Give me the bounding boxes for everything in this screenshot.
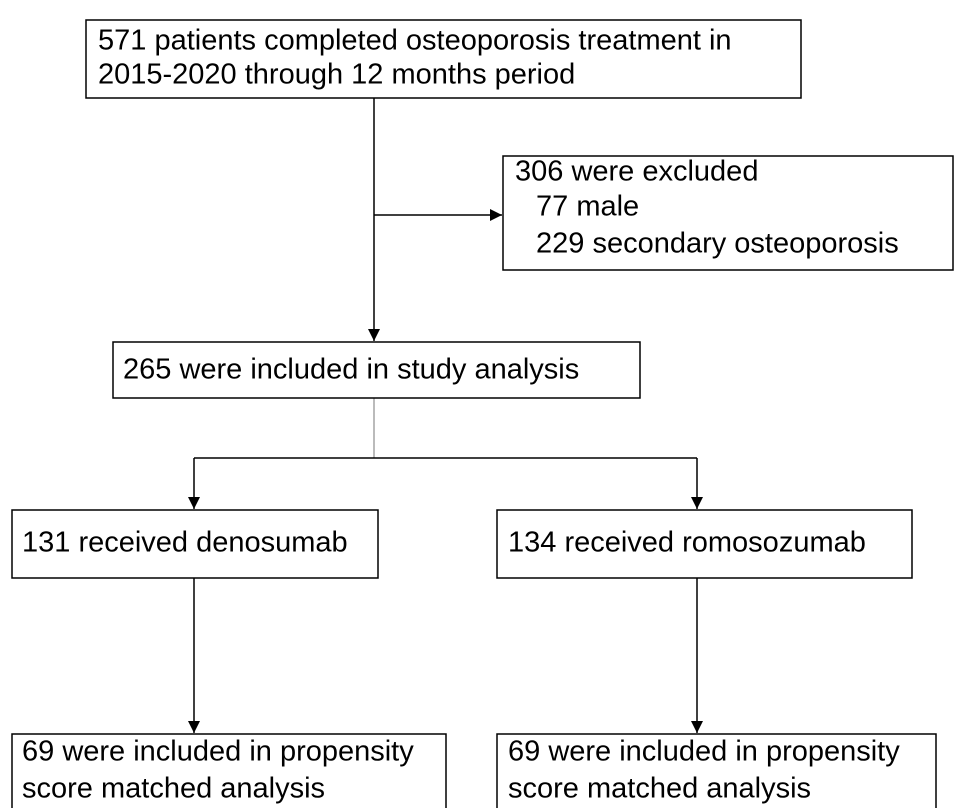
box <box>496 509 913 579</box>
box-text: 69 were included in propensity <box>22 736 414 768</box>
box-text: score matched analysis <box>508 773 811 805</box>
box <box>85 19 802 99</box>
box-text: 571 patients completed osteoporosis trea… <box>98 25 732 57</box>
box <box>11 733 447 808</box>
box-text: 69 were included in propensity <box>508 736 900 768</box>
box-text: 265 were included in study analysis <box>123 354 579 386</box>
box <box>11 509 379 579</box>
box-text: score matched analysis <box>22 773 325 805</box>
box-text: 229 secondary osteoporosis <box>536 228 899 260</box>
box-text: 134 received romosozumab <box>508 527 866 559</box>
box-text: 2015-2020 through 12 months period <box>98 59 575 91</box>
box <box>502 155 954 271</box>
box-text: 306 were excluded <box>515 156 758 188</box>
box-text: 77 male <box>536 191 639 223</box>
box <box>112 341 641 399</box>
box-text: 131 received denosumab <box>22 527 348 559</box>
box <box>496 733 937 808</box>
